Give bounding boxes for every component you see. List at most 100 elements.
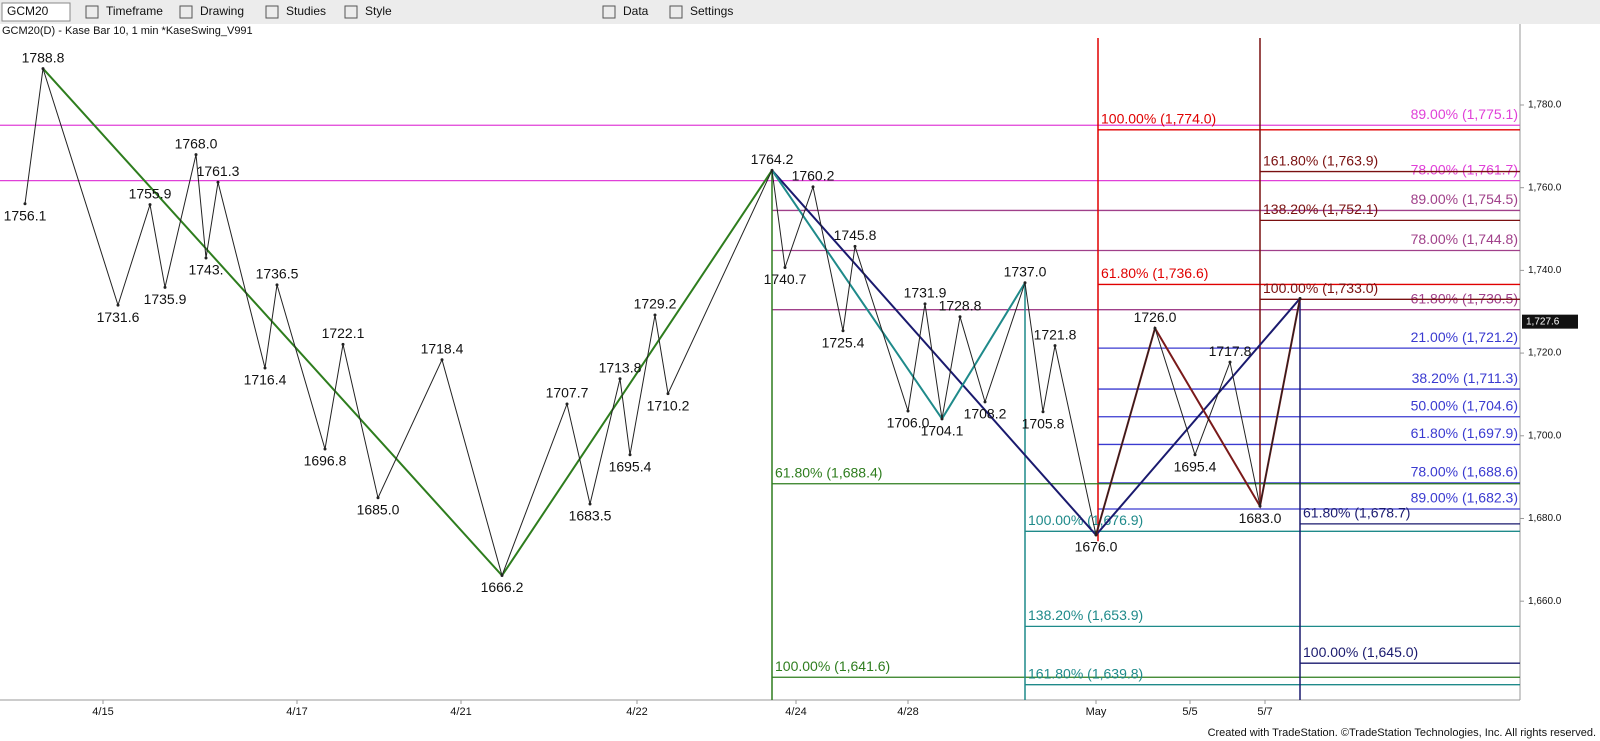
pivot-label: 1695.4 — [609, 459, 652, 475]
pivot-label: 1676.0 — [1075, 539, 1118, 555]
pivot — [440, 358, 444, 362]
pivot-label: 1708.2 — [964, 406, 1007, 422]
toolbar-button[interactable]: Settings — [690, 4, 733, 18]
toolbar-button[interactable]: Data — [623, 4, 649, 18]
pivot-label: 1683.0 — [1239, 510, 1282, 526]
footer: Created with TradeStation. ©TradeStation… — [1208, 727, 1596, 739]
pivot-label: 1721.8 — [1034, 326, 1077, 342]
pivot-label: 1726.0 — [1134, 309, 1177, 325]
toolbar-button[interactable]: Drawing — [200, 4, 244, 18]
pivot — [588, 502, 592, 506]
fib-label: 138.20% (1,752.1) — [1263, 201, 1378, 217]
y-tick-label: 1,740.0 — [1528, 265, 1562, 276]
fib-label: 38.20% (1,711.3) — [1412, 370, 1518, 386]
pivot-label: 1705.8 — [1022, 415, 1065, 431]
pivot — [204, 256, 208, 260]
pivot — [1153, 326, 1157, 330]
pivot — [783, 265, 787, 269]
fib-label: 100.00% (1,733.0) — [1263, 280, 1378, 296]
pivot-label: 1696.8 — [304, 453, 347, 469]
x-tick-label: 5/7 — [1257, 706, 1272, 718]
y-tick-label: 1,660.0 — [1528, 596, 1562, 607]
pivot — [940, 417, 944, 421]
pivot-label: 1761.3 — [197, 163, 240, 179]
pivot-label: 1728.8 — [939, 297, 982, 313]
fib-label: 100.00% (1,774.0) — [1101, 110, 1216, 126]
pivot-label: 1736.5 — [256, 266, 299, 282]
pivot-label: 1740.7 — [764, 271, 807, 287]
pivot-label: 1707.7 — [546, 385, 589, 401]
pivot-label: 1764.2 — [751, 151, 794, 167]
pivot — [148, 203, 152, 207]
fib-label: 161.80% (1,639.8) — [1028, 665, 1143, 681]
pivot — [116, 303, 120, 307]
pivot-label: 1722.1 — [322, 325, 365, 341]
pivot-label: 1717.8 — [1209, 343, 1252, 359]
pivot-label: 1760.2 — [792, 168, 835, 184]
pivot-label: 1745.8 — [834, 227, 877, 243]
y-tick-label: 1,720.0 — [1528, 348, 1562, 359]
pivot-label: 1729.2 — [634, 296, 677, 312]
pivot — [906, 409, 910, 413]
pivot — [263, 366, 267, 370]
chart-header: GCM20(D) - Kase Bar 10, 1 min *KaseSwing… — [2, 25, 253, 37]
pivot — [666, 392, 670, 396]
pivot-label: 1755.9 — [129, 185, 172, 201]
fib-label: 50.00% (1,704.6) — [1411, 397, 1518, 413]
symbol[interactable]: GCM20 — [7, 4, 49, 18]
toolbar-icon[interactable] — [669, 5, 683, 19]
fib-label: 61.80% (1,697.9) — [1411, 425, 1518, 441]
pivot-label: 1731.6 — [97, 309, 140, 325]
pivot-label: 1683.5 — [569, 508, 612, 524]
pivot — [216, 180, 220, 184]
fib-label: 89.00% (1,754.5) — [1411, 191, 1518, 207]
x-tick-label: 4/28 — [897, 706, 918, 718]
pivot — [811, 185, 815, 189]
symbol-box[interactable] — [1, 2, 71, 22]
toolbar-icon[interactable] — [344, 5, 358, 19]
toolbar-button[interactable]: Timeframe — [106, 4, 163, 18]
fib-label: 78.00% (1,744.8) — [1411, 231, 1518, 247]
pivot — [1258, 504, 1262, 508]
pivot — [41, 67, 45, 71]
pivot — [653, 313, 657, 317]
toolbar-icon[interactable] — [85, 5, 99, 19]
pivot-label: 1768.0 — [175, 135, 218, 151]
pivot-label: 1725.4 — [822, 334, 865, 350]
fib-label: 61.80% (1,688.4) — [775, 464, 882, 480]
pivot — [841, 329, 845, 333]
x-tick-label: 4/21 — [450, 706, 471, 718]
x-tick-label: 5/5 — [1182, 706, 1197, 718]
pivot — [376, 496, 380, 500]
pivot — [163, 285, 167, 289]
x-tick-label: 4/22 — [626, 706, 647, 718]
pivot — [23, 202, 27, 206]
pivot-label: 1737.0 — [1004, 263, 1047, 279]
toolbar-icon[interactable] — [179, 5, 193, 19]
fib-label: 100.00% (1,676.9) — [1028, 512, 1143, 528]
pivot — [923, 302, 927, 306]
toolbar-icon[interactable] — [265, 5, 279, 19]
toolbar-button[interactable]: Studies — [286, 4, 326, 18]
fib-label: 100.00% (1,645.0) — [1303, 644, 1418, 660]
toolbar-icon[interactable] — [602, 5, 616, 19]
pivot — [1298, 296, 1302, 300]
pivot — [958, 315, 962, 319]
pivot-label: 1710.2 — [647, 397, 690, 413]
swing-line — [42, 67, 773, 578]
pivot-label: 1718.4 — [421, 340, 464, 356]
fib-label: 100.00% (1,641.6) — [775, 658, 890, 674]
pivot — [1228, 360, 1232, 364]
toolbar — [0, 0, 1600, 24]
x-tick-label: May — [1086, 706, 1107, 718]
pivot-label: 1713.8 — [599, 359, 642, 375]
pivot — [194, 153, 198, 157]
zigzag-line — [24, 68, 1301, 578]
toolbar-button[interactable]: Style — [365, 4, 392, 18]
y-tick-label: 1,780.0 — [1528, 100, 1562, 111]
pivot-label: 1743. — [188, 262, 223, 278]
pivot — [853, 244, 857, 248]
fib-label: 61.80% (1,730.5) — [1411, 290, 1518, 306]
